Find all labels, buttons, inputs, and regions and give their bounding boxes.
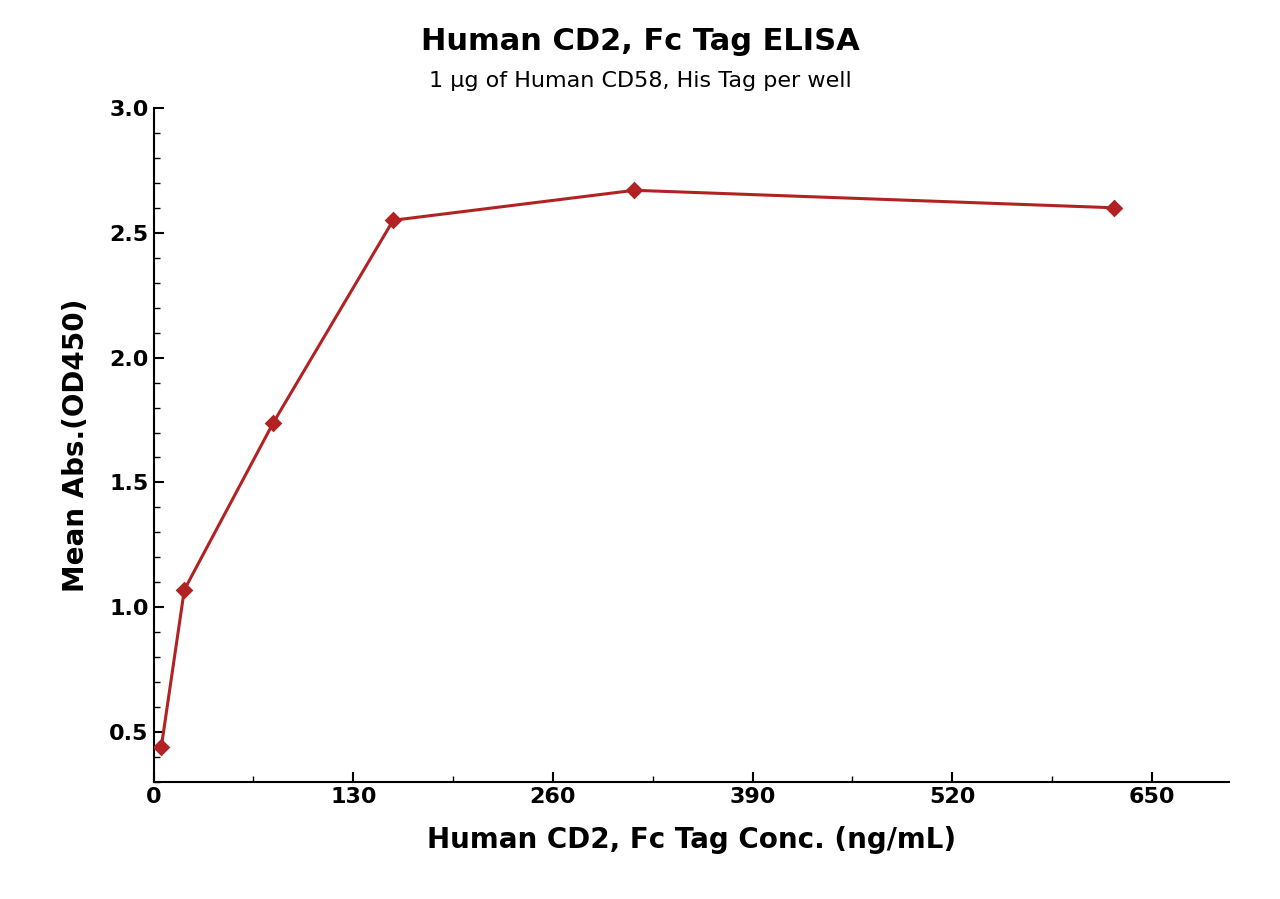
Point <box>264 415 284 430</box>
Point <box>151 740 172 754</box>
Point <box>174 583 195 597</box>
Text: 1 μg of Human CD58, His Tag per well: 1 μg of Human CD58, His Tag per well <box>429 71 851 91</box>
Y-axis label: Mean Abs.(OD450): Mean Abs.(OD450) <box>61 298 90 592</box>
X-axis label: Human CD2, Fc Tag Conc. (ng/mL): Human CD2, Fc Tag Conc. (ng/mL) <box>426 826 956 854</box>
Point <box>625 183 645 198</box>
Point <box>383 213 403 227</box>
Point <box>1103 200 1124 215</box>
Text: Human CD2, Fc Tag ELISA: Human CD2, Fc Tag ELISA <box>421 27 859 56</box>
